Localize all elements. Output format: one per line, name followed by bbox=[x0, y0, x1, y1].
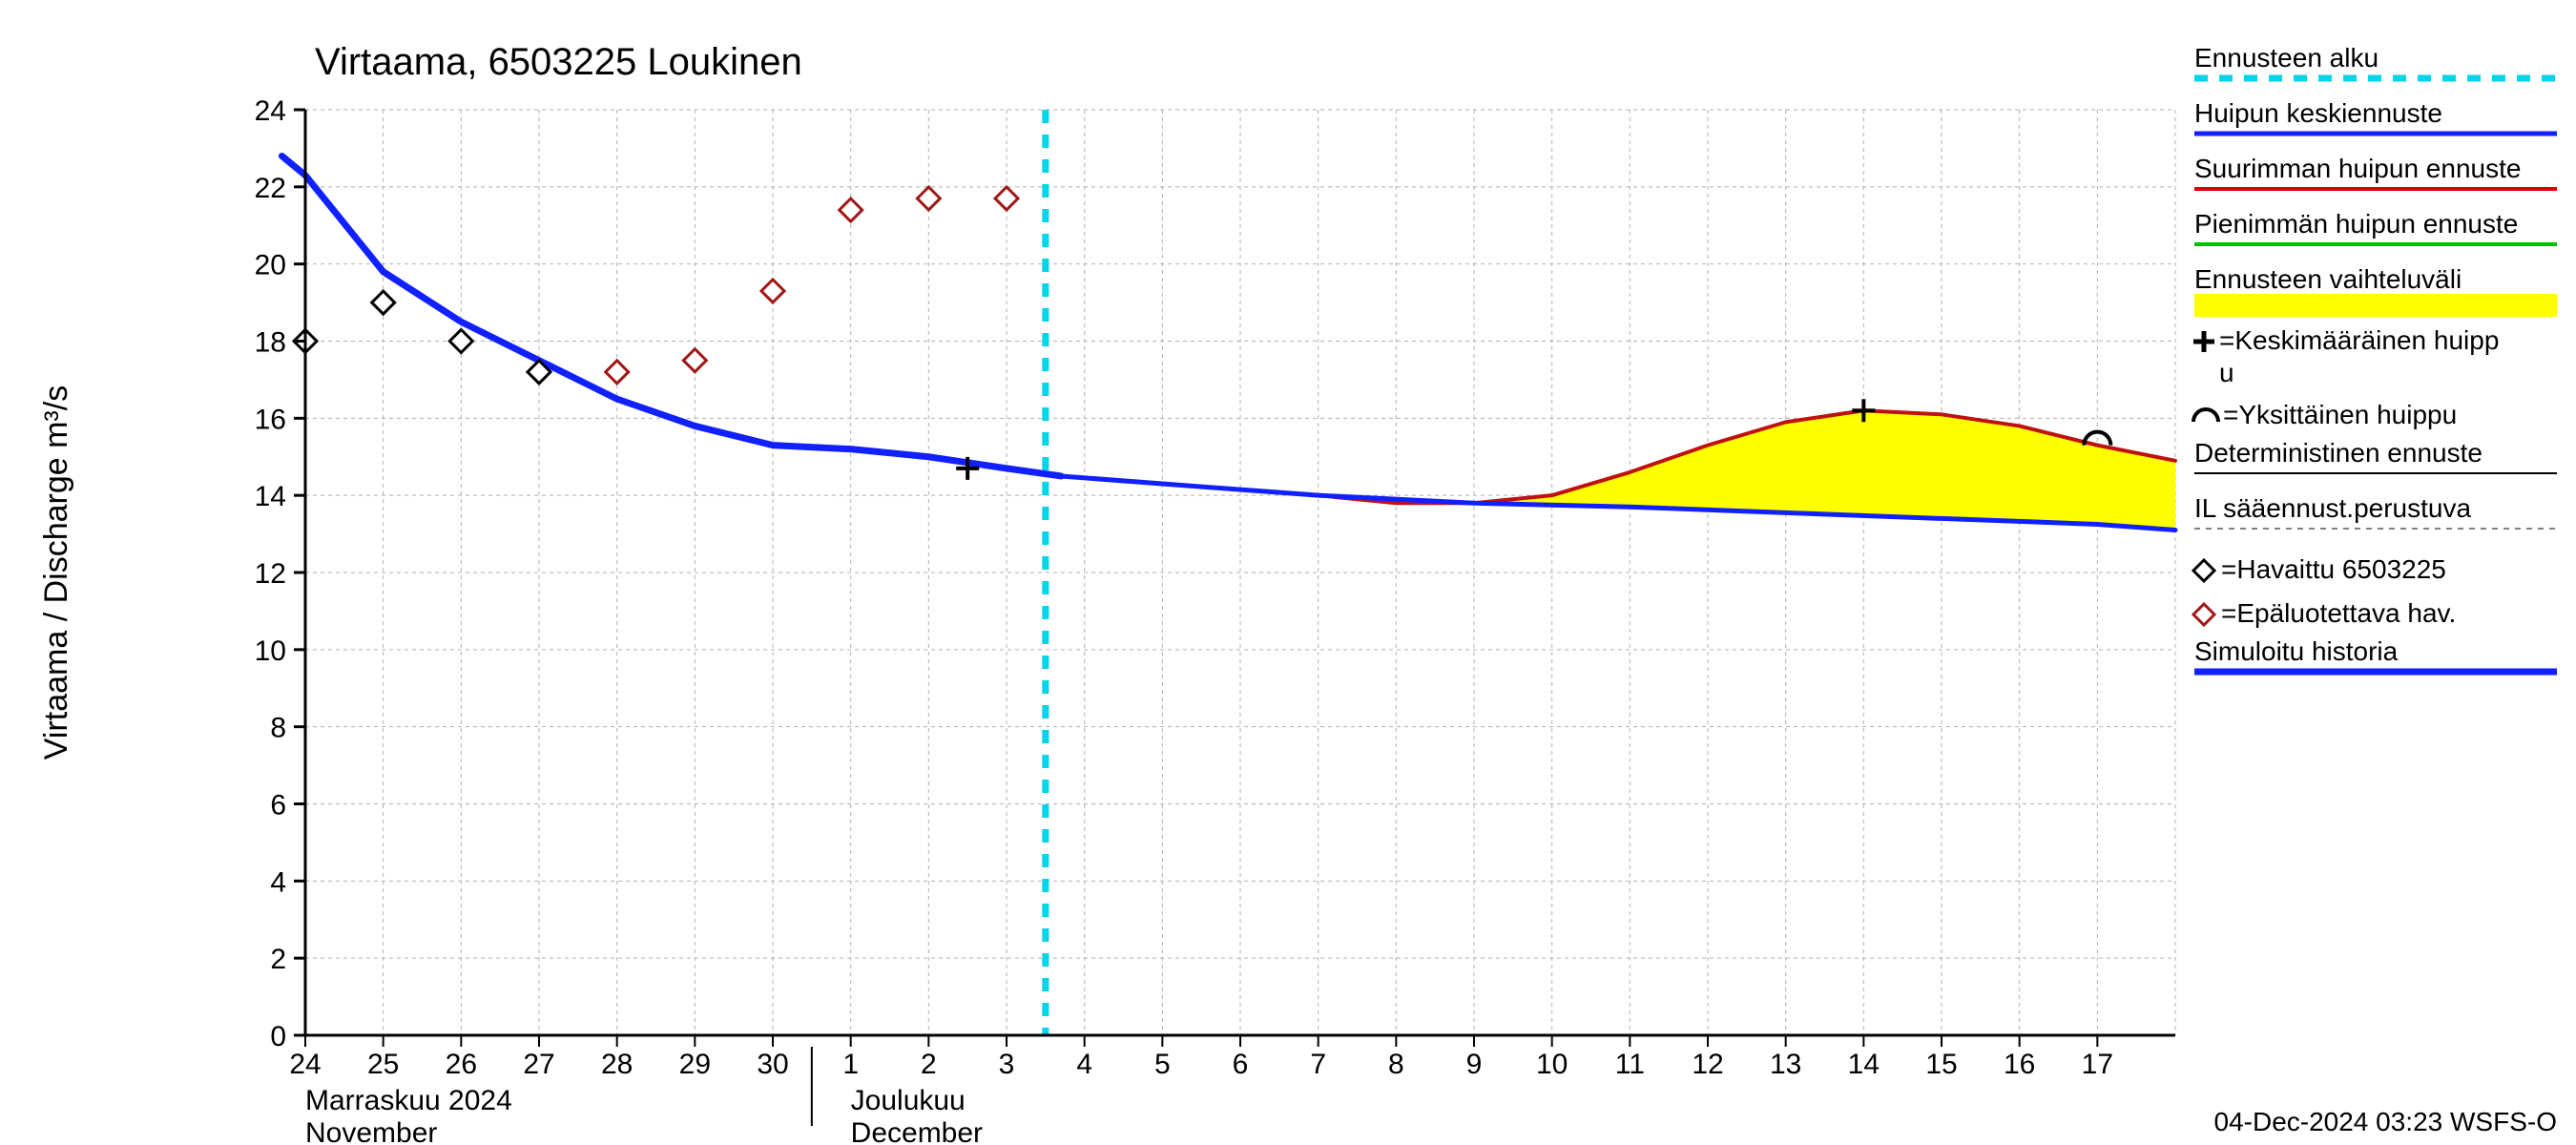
svg-text:29: 29 bbox=[679, 1049, 711, 1080]
discharge-chart: 0246810121416182022242425262728293012345… bbox=[0, 0, 2576, 1145]
svg-text:9: 9 bbox=[1466, 1049, 1483, 1080]
svg-text:11: 11 bbox=[1615, 1049, 1645, 1080]
svg-text:5: 5 bbox=[1154, 1049, 1171, 1080]
svg-text:24: 24 bbox=[255, 95, 286, 127]
svg-text:30: 30 bbox=[757, 1049, 788, 1080]
svg-text:2: 2 bbox=[921, 1049, 937, 1080]
svg-text:Simuloitu historia: Simuloitu historia bbox=[2194, 636, 2399, 666]
svg-text:18: 18 bbox=[255, 327, 286, 359]
svg-text:December: December bbox=[851, 1117, 983, 1145]
svg-text:4: 4 bbox=[270, 866, 286, 898]
svg-text:=Havaittu 6503225: =Havaittu 6503225 bbox=[2221, 554, 2446, 584]
svg-text:Deterministinen ennuste: Deterministinen ennuste bbox=[2194, 438, 2483, 468]
svg-text:Marraskuu 2024: Marraskuu 2024 bbox=[305, 1085, 512, 1116]
svg-text:16: 16 bbox=[255, 404, 286, 435]
svg-text:22: 22 bbox=[255, 173, 286, 204]
svg-text:25: 25 bbox=[367, 1049, 399, 1080]
svg-text:8: 8 bbox=[270, 713, 286, 744]
svg-text:26: 26 bbox=[446, 1049, 477, 1080]
svg-text:20: 20 bbox=[255, 250, 286, 281]
svg-text:12: 12 bbox=[255, 558, 286, 590]
svg-text:Joulukuu: Joulukuu bbox=[851, 1085, 966, 1116]
svg-text:24: 24 bbox=[289, 1049, 321, 1080]
svg-text:6: 6 bbox=[1233, 1049, 1249, 1080]
chart-container: 0246810121416182022242425262728293012345… bbox=[0, 0, 2576, 1145]
svg-text:2: 2 bbox=[270, 944, 286, 975]
svg-text:Ennusteen alku: Ennusteen alku bbox=[2194, 43, 2379, 73]
svg-text:6: 6 bbox=[270, 790, 286, 822]
svg-text:Pienimmän huipun ennuste: Pienimmän huipun ennuste bbox=[2194, 209, 2518, 239]
svg-text:Suurimman huipun ennuste: Suurimman huipun ennuste bbox=[2194, 154, 2521, 183]
svg-text:12: 12 bbox=[1692, 1049, 1723, 1080]
svg-text:=Keskimääräinen huipp: =Keskimääräinen huipp bbox=[2219, 325, 2499, 355]
svg-text:27: 27 bbox=[523, 1049, 554, 1080]
svg-text:28: 28 bbox=[601, 1049, 633, 1080]
svg-text:8: 8 bbox=[1388, 1049, 1404, 1080]
svg-text:10: 10 bbox=[1536, 1049, 1568, 1080]
svg-text:14: 14 bbox=[1848, 1049, 1880, 1080]
chart-footer: 04-Dec-2024 03:23 WSFS-O bbox=[2214, 1107, 2558, 1136]
svg-text:=Yksittäinen huippu: =Yksittäinen huippu bbox=[2223, 400, 2457, 429]
svg-text:1: 1 bbox=[842, 1049, 859, 1080]
svg-text:13: 13 bbox=[1770, 1049, 1801, 1080]
svg-text:14: 14 bbox=[255, 481, 286, 512]
svg-text:November: November bbox=[305, 1117, 437, 1145]
svg-text:4: 4 bbox=[1076, 1049, 1092, 1080]
svg-text:0: 0 bbox=[270, 1021, 286, 1052]
svg-text:Ennusteen vaihteluväli: Ennusteen vaihteluväli bbox=[2194, 264, 2462, 294]
svg-text:=Epäluotettava hav.: =Epäluotettava hav. bbox=[2221, 598, 2456, 628]
svg-text:15: 15 bbox=[1925, 1049, 1957, 1080]
svg-text:17: 17 bbox=[2082, 1049, 2113, 1080]
svg-text:IL sääennust.perustuva: IL sääennust.perustuva bbox=[2194, 493, 2471, 523]
svg-text:7: 7 bbox=[1310, 1049, 1326, 1080]
svg-text:u: u bbox=[2219, 358, 2234, 387]
chart-title: Virtaama, 6503225 Loukinen bbox=[315, 41, 802, 83]
svg-text:10: 10 bbox=[255, 635, 286, 667]
svg-text:3: 3 bbox=[999, 1049, 1015, 1080]
y-axis-label: Virtaama / Discharge m³/s bbox=[38, 385, 74, 760]
svg-text:Huipun keskiennuste: Huipun keskiennuste bbox=[2194, 98, 2442, 128]
svg-text:16: 16 bbox=[2004, 1049, 2035, 1080]
